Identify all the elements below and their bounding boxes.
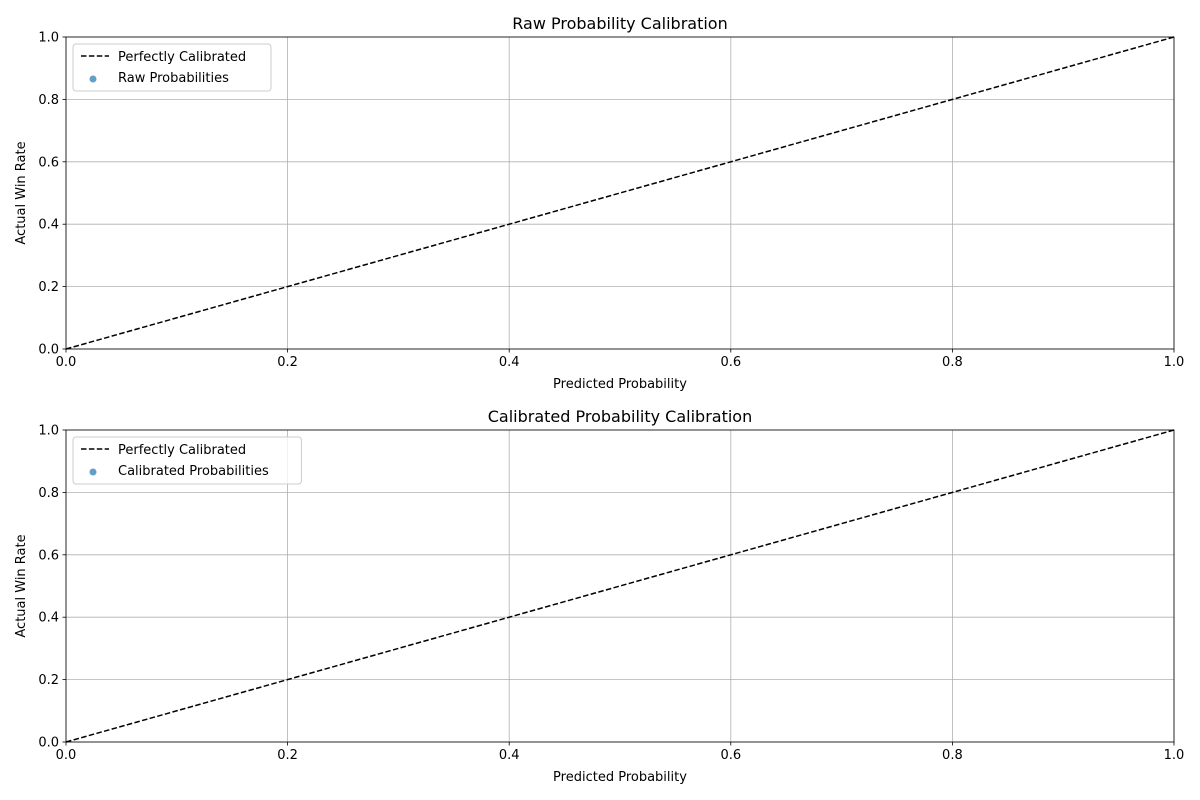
x-tick-label: 1.0: [1164, 748, 1185, 763]
perfect-calibration-line: [65, 429, 1175, 743]
axes-frame: [65, 429, 1175, 743]
x-tick-label: 0.4: [499, 355, 520, 370]
y-axis-label: Actual Win Rate: [14, 141, 29, 244]
y-tick-label: 0.8: [38, 486, 59, 501]
chart-title: Calibrated Probability Calibration: [488, 407, 752, 426]
x-tick-label: 0.6: [720, 355, 741, 370]
legend-scatter-marker: [89, 75, 97, 83]
x-tick-label: 0.2: [277, 355, 298, 370]
x-tick-label: 0.0: [56, 355, 77, 370]
y-tick-label: 0.0: [38, 736, 59, 751]
y-tick-label: 0.6: [38, 155, 59, 170]
perfect-calibration-line: [65, 36, 1175, 350]
x-tick-label: 0.0: [56, 748, 77, 763]
chart-panel-1: 0.0 0.2 0.4 0.6 0.8 1.0 0.0 0.2 0.4 0.6 0.8 1.0 Raw …: [14, 14, 1184, 392]
legend-label: Raw Probabilities: [118, 71, 229, 86]
x-tick-label: 0.8: [942, 748, 963, 763]
legend-label: Calibrated Probabilities: [118, 464, 269, 479]
x-tick-label: 0.6: [720, 748, 741, 763]
x-tick-label: 0.8: [942, 355, 963, 370]
y-tick-label: 0.0: [38, 343, 59, 358]
legend-box: [72, 436, 302, 485]
x-tick-label: 0.4: [499, 748, 520, 763]
chart-panel-2: 0.0 0.2 0.4 0.6 0.8 1.0 0.0 0.2 0.4 0.6 0.8 1.0 Cali…: [14, 407, 1184, 785]
legend-label: Perfectly Calibrated: [118, 443, 246, 458]
legend-label: Perfectly Calibrated: [118, 50, 246, 65]
y-tick-label: 0.4: [38, 218, 59, 233]
y-tick-label: 0.6: [38, 548, 59, 563]
y-tick-label: 0.2: [38, 673, 59, 688]
y-tick-label: 1.0: [38, 31, 59, 46]
y-axis-label: Actual Win Rate: [14, 534, 29, 637]
x-axis-label: Predicted Probability: [553, 377, 687, 392]
y-tick-label: 0.2: [38, 280, 59, 295]
legend-box: [72, 43, 272, 92]
x-tick-label: 0.2: [277, 748, 298, 763]
x-tick-label: 1.0: [1164, 355, 1185, 370]
axes-frame: [65, 36, 1175, 350]
y-tick-label: 0.4: [38, 611, 59, 626]
y-tick-label: 1.0: [38, 424, 59, 439]
x-axis-label: Predicted Probability: [553, 770, 687, 785]
chart-title: Raw Probability Calibration: [512, 14, 727, 33]
y-tick-label: 0.8: [38, 93, 59, 108]
legend-scatter-marker: [89, 468, 97, 476]
